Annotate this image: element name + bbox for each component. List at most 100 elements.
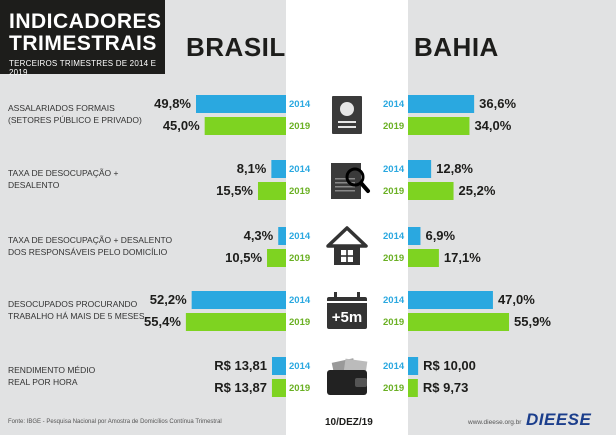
row-label: ASSALARIADOS FORMAIS (SETORES PÚBLICO E P…: [8, 102, 178, 126]
work-card-line-icon: [338, 121, 356, 123]
job-board-line-icon: [335, 178, 355, 180]
year-label-brasil-2014: 2014: [289, 361, 311, 372]
magnifier-handle-icon: [359, 181, 370, 193]
value-brasil-2019: 45,0%: [162, 118, 200, 133]
bar-brasil-2019: [271, 379, 286, 397]
title-line-2: TRIMESTRAIS: [9, 32, 157, 55]
job-board-line-icon: [335, 182, 355, 184]
value-brasil-2014: 4,3%: [243, 228, 274, 243]
bar-brasil-2019: [267, 249, 286, 267]
value-bahia-2019: 34,0%: [474, 118, 512, 133]
job-board-line-icon: [335, 190, 355, 192]
row-label-line: DESALENTO: [8, 180, 60, 190]
bar-brasil-2019: [185, 313, 286, 331]
year-label-brasil-2019: 2019: [289, 253, 311, 264]
calendar-text: +5m: [332, 309, 362, 326]
bar-brasil-2014: [278, 227, 286, 245]
footer-site[interactable]: www.dieese.org.br: [468, 419, 522, 426]
subtitle: TERCEIROS TRIMESTRES DE 2014 E 2019: [9, 59, 157, 77]
row-label: RENDIMENTO MÉDIO REAL POR HORA: [8, 364, 178, 388]
bar-brasil-2019: [257, 182, 286, 200]
year-label-bahia-2019: 2019: [383, 317, 405, 328]
bar-bahia-2014: [408, 227, 421, 245]
magnifier-icon: [345, 167, 365, 187]
row-label-line: (SETORES PÚBLICO E PRIVADO): [8, 115, 142, 125]
value-brasil-2014: 8,1%: [236, 161, 267, 176]
value-brasil-2019: 10,5%: [225, 250, 263, 265]
year-label-brasil-2014: 2014: [289, 295, 311, 306]
value-bahia-2014: 47,0%: [497, 292, 535, 307]
value-brasil-2019: 15,5%: [216, 183, 253, 198]
value-brasil-2014: R$ 13,81: [214, 358, 267, 373]
year-label-bahia-2014: 2014: [383, 295, 405, 306]
bar-bahia-2019: [408, 117, 470, 135]
footer-date: 10/DEZ/19: [325, 417, 373, 428]
row-label: TAXA DE DESOCUPAÇÃO + DESALENTO: [8, 167, 178, 191]
row-label-line: REAL POR HORA: [8, 377, 78, 387]
year-label-bahia-2014: 2014: [383, 99, 405, 110]
value-brasil-2019: 55,4%: [144, 314, 181, 329]
value-bahia-2014: 6,9%: [425, 228, 456, 243]
row-label: TAXA DE DESOCUPAÇÃO + DESALENTO DOS RESPO…: [8, 234, 178, 258]
value-bahia-2014: 12,8%: [436, 161, 473, 176]
year-label-brasil-2014: 2014: [289, 164, 311, 175]
bar-brasil-2014: [191, 291, 286, 309]
region-brasil: BRASIL: [186, 32, 286, 62]
job-board-line-icon: [335, 186, 355, 188]
year-label-bahia-2019: 2019: [383, 121, 405, 132]
bar-bahia-2014: [408, 160, 432, 178]
bar-brasil-2019: [204, 117, 286, 135]
row-label-line: ASSALARIADOS FORMAIS: [8, 103, 115, 113]
footer-source: Fonte: IBGE - Pesquisa Nacional por Amos…: [8, 419, 222, 425]
bar-bahia-2019: [408, 182, 454, 200]
bar-bahia-2019: [408, 249, 439, 267]
value-bahia-2014: R$ 10,00: [423, 358, 476, 373]
row-label-line: TAXA DE DESOCUPAÇÃO + DESALENTO: [8, 235, 173, 245]
row-label-line: RENDIMENTO MÉDIO: [8, 365, 96, 375]
bar-brasil-2014: [196, 95, 286, 113]
value-bahia-2014: 36,6%: [479, 96, 517, 111]
year-label-brasil-2014: 2014: [289, 99, 311, 110]
value-bahia-2019: 25,2%: [458, 183, 496, 198]
calendar-header-line-icon: [327, 301, 367, 303]
year-label-brasil-2019: 2019: [289, 317, 311, 328]
row-label-line: DESOCUPADOS PROCURANDO: [8, 299, 138, 309]
row-label-line: TRABALHO HÁ MAIS DE 5 MESES: [8, 311, 145, 321]
year-label-bahia-2014: 2014: [383, 231, 405, 242]
year-label-brasil-2019: 2019: [289, 383, 311, 394]
year-label-brasil-2019: 2019: [289, 186, 311, 197]
year-label-bahia-2014: 2014: [383, 361, 405, 372]
value-bahia-2019: R$ 9,73: [422, 380, 469, 395]
value-brasil-2019: R$ 13,87: [214, 380, 267, 395]
bar-brasil-2014: [271, 160, 286, 178]
title-box: INDICADORES TRIMESTRAIS TERCEIROS TRIMES…: [0, 0, 165, 77]
year-label-bahia-2019: 2019: [383, 186, 405, 197]
work-card-seal-icon: [340, 102, 354, 116]
house-roof-icon: [326, 226, 368, 248]
bar-bahia-2014: [408, 357, 419, 375]
year-label-brasil-2019: 2019: [289, 121, 311, 132]
row-label-line: TAXA DE DESOCUPAÇÃO +: [8, 168, 119, 178]
value-bahia-2019: 55,9%: [514, 314, 551, 329]
year-label-bahia-2019: 2019: [383, 253, 405, 264]
wallet-clasp-icon: [355, 378, 367, 387]
bar-bahia-2014: [408, 95, 475, 113]
house-window-bar-icon: [341, 255, 353, 257]
value-brasil-2014: 52,2%: [149, 292, 187, 307]
value-bahia-2019: 17,1%: [443, 250, 481, 265]
value-brasil-2014: 49,8%: [154, 96, 191, 111]
region-bahia: BAHIA: [414, 32, 499, 62]
work-card-line-icon: [338, 126, 356, 128]
row-label: DESOCUPADOS PROCURANDO TRABALHO HÁ MAIS D…: [8, 298, 178, 322]
calendar-icon: [327, 297, 367, 329]
dieese-logo: DIEESE: [526, 410, 592, 429]
wallet-icon: [327, 370, 367, 395]
bar-brasil-2014: [272, 357, 286, 375]
calendar-ring-icon: [334, 292, 337, 300]
year-label-brasil-2014: 2014: [289, 231, 311, 242]
title-line-1: INDICADORES: [9, 10, 162, 33]
bar-bahia-2019: [408, 379, 418, 397]
bar-bahia-2019: [408, 313, 510, 331]
year-label-bahia-2014: 2014: [383, 164, 405, 175]
